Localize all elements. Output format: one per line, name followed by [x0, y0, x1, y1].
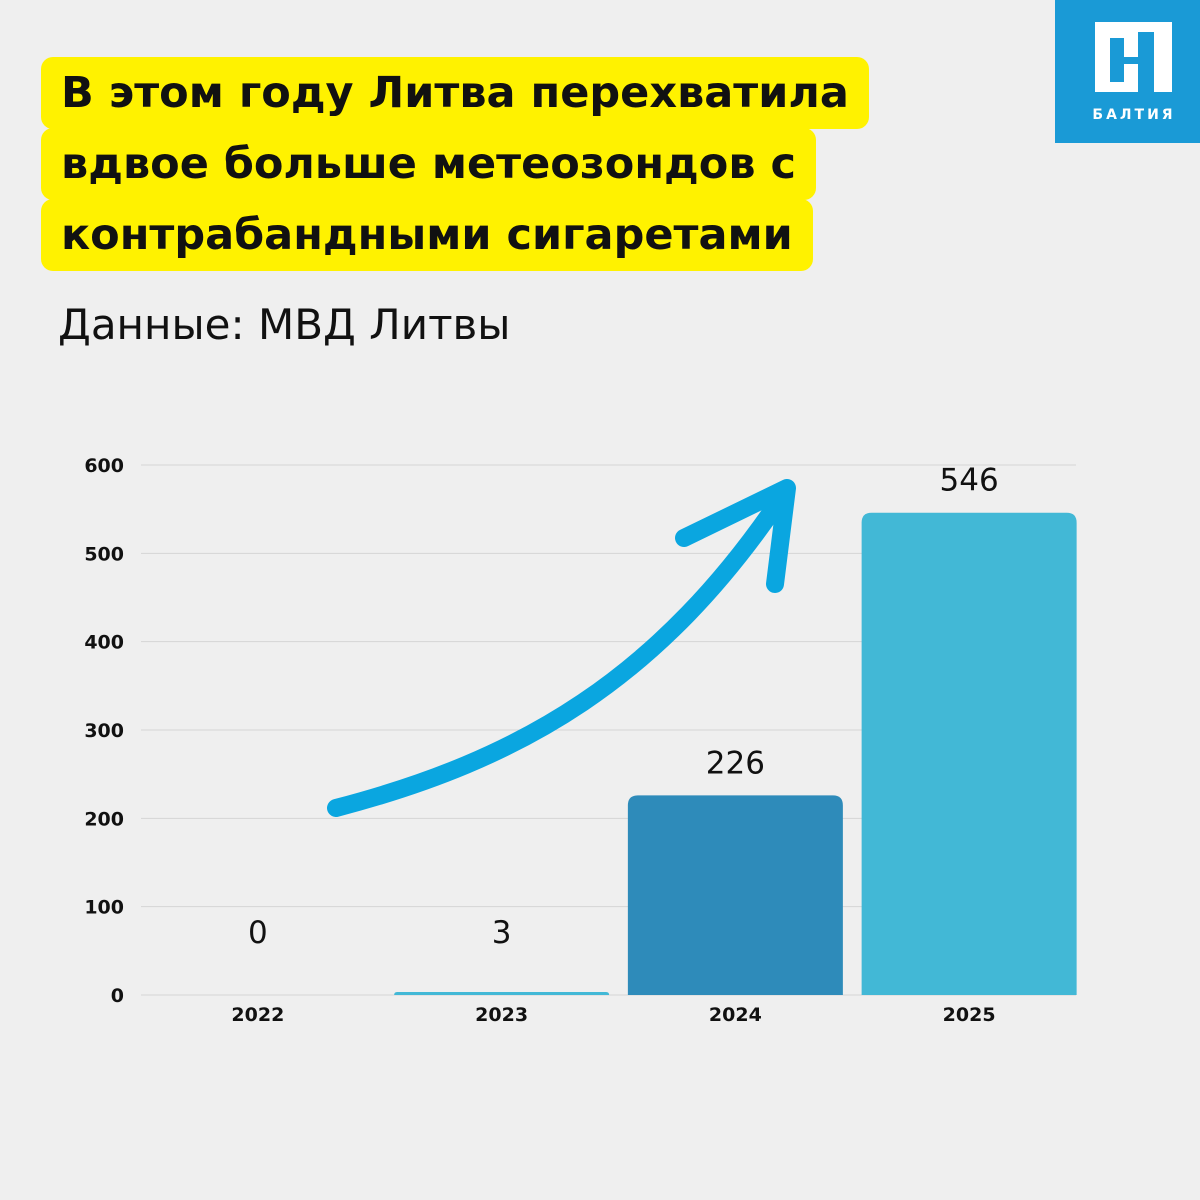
y-tick-label: 600 [84, 455, 124, 477]
x-tick-label: 2022 [231, 1004, 284, 1026]
data-label: 0 [248, 915, 268, 951]
y-tick-label: 500 [84, 543, 124, 565]
bar [627, 795, 843, 995]
headline-line: В этом году Литва перехватила [41, 57, 869, 129]
x-tick-label: 2025 [943, 1004, 996, 1026]
y-tick-label: 200 [84, 808, 124, 830]
bar [861, 512, 1077, 995]
data-label: 226 [706, 745, 765, 781]
y-tick-label: 400 [84, 632, 124, 654]
baltia-logo: БАЛТИЯ [1055, 0, 1200, 143]
y-tick-label: 100 [84, 897, 124, 919]
svg-text:БАЛТИЯ: БАЛТИЯ [1092, 107, 1175, 123]
data-label: 3 [492, 915, 512, 951]
y-tick-label: 0 [111, 985, 124, 1007]
data-label: 546 [940, 463, 999, 499]
trend-arrow-shaft [327, 483, 794, 817]
headline: В этом году Литва перехватила вдвое боль… [41, 57, 869, 271]
headline-line: вдвое больше метеозондов с [41, 128, 816, 200]
bar [394, 992, 610, 995]
y-tick-label: 300 [84, 720, 124, 742]
headline-line: контрабандными сигаретами [41, 199, 813, 271]
x-tick-label: 2024 [709, 1004, 762, 1026]
trend-arrow-head-icon [675, 479, 796, 593]
x-tick-label: 2023 [475, 1004, 528, 1026]
data-source: Данные: МВД Литвы [58, 300, 511, 349]
